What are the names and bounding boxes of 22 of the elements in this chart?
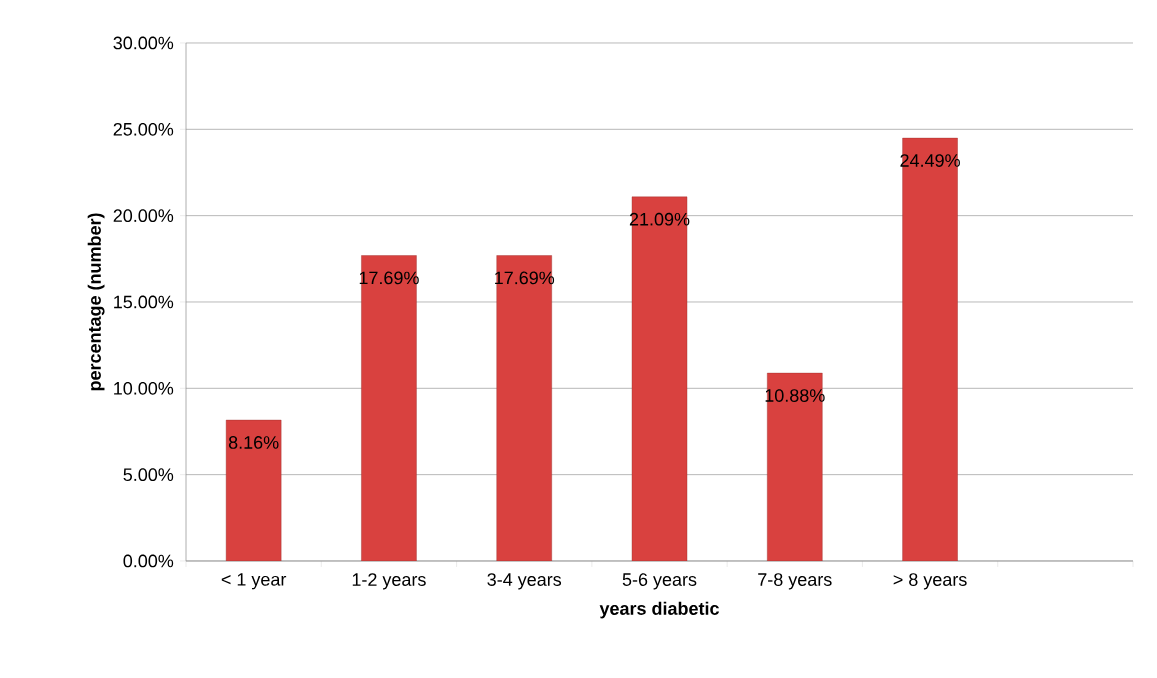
bar bbox=[225, 419, 282, 561]
y-tick-label: 5.00% bbox=[123, 468, 174, 482]
y-tick-label: 15.00% bbox=[114, 295, 174, 309]
x-tick-label: 7-8 years bbox=[758, 573, 832, 590]
bar bbox=[496, 255, 552, 561]
bar bbox=[361, 255, 417, 561]
y-tick-label: 10.00% bbox=[114, 381, 174, 395]
y-tick-label: 30.00% bbox=[113, 36, 174, 50]
x-tick-label: < 1 year bbox=[221, 573, 287, 590]
bar bbox=[631, 196, 688, 561]
data-label: 8.16% bbox=[228, 436, 279, 449]
y-tick-label: 25.00% bbox=[113, 122, 174, 136]
bar bbox=[902, 137, 958, 561]
y-axis-title: percentage (number) bbox=[87, 213, 105, 391]
x-axis-title: years diabetic bbox=[599, 601, 719, 619]
x-tick-label: 3-4 years bbox=[487, 573, 562, 590]
x-tick-label: 5-6 years bbox=[622, 573, 697, 590]
x-tick-label: 1-2 years bbox=[352, 573, 426, 590]
y-tick-label: 20.00% bbox=[113, 209, 174, 223]
bar bbox=[767, 372, 823, 561]
y-tick-label: 0.00% bbox=[123, 554, 174, 568]
x-tick-label: > 8 years bbox=[893, 573, 967, 590]
